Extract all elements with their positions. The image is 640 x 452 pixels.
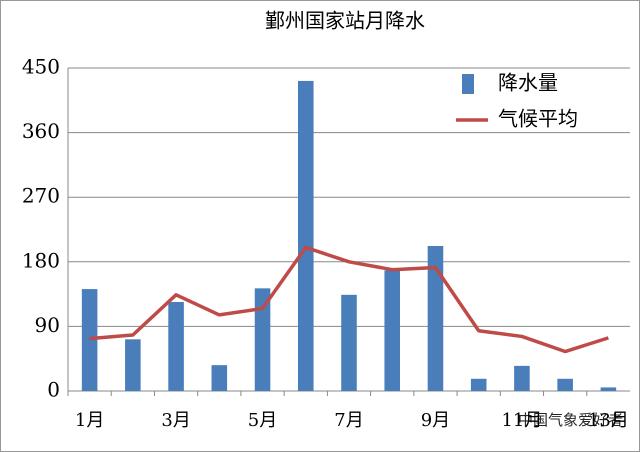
bar bbox=[384, 270, 401, 391]
y-tick-label: 90 bbox=[35, 313, 60, 337]
x-tick-label: 9月 bbox=[421, 410, 450, 431]
watermark: 中国气象爱好者 bbox=[518, 411, 623, 429]
legend-label: 降水量 bbox=[498, 71, 558, 95]
bar bbox=[470, 378, 487, 391]
bar bbox=[168, 301, 184, 391]
x-tick-label: 5月 bbox=[248, 410, 277, 431]
bar bbox=[557, 378, 573, 391]
bar bbox=[297, 80, 314, 392]
y-tick-label: 270 bbox=[22, 184, 60, 208]
bar bbox=[600, 387, 617, 391]
bar bbox=[81, 289, 98, 391]
chart-title: 鄞州国家站月降水 bbox=[265, 9, 425, 33]
x-tick-label: 13月 bbox=[588, 410, 629, 431]
bar bbox=[427, 246, 444, 391]
bar bbox=[211, 365, 228, 391]
y-tick-label: 450 bbox=[22, 55, 60, 79]
bar bbox=[514, 365, 530, 391]
x-tick-label: 1月 bbox=[75, 410, 104, 431]
legend-label: 气候平均 bbox=[498, 107, 578, 131]
x-tick-label: 11月 bbox=[501, 410, 542, 431]
line bbox=[89, 245, 609, 354]
y-tick-label: 180 bbox=[22, 248, 60, 272]
bar bbox=[341, 294, 357, 391]
bar bbox=[254, 288, 271, 391]
y-tick-label: 0 bbox=[47, 378, 60, 402]
x-tick-label: 3月 bbox=[161, 410, 190, 431]
x-tick-label: 7月 bbox=[334, 410, 363, 431]
legend-swatch bbox=[462, 74, 474, 94]
bar bbox=[125, 339, 141, 391]
y-tick-label: 360 bbox=[22, 119, 60, 143]
